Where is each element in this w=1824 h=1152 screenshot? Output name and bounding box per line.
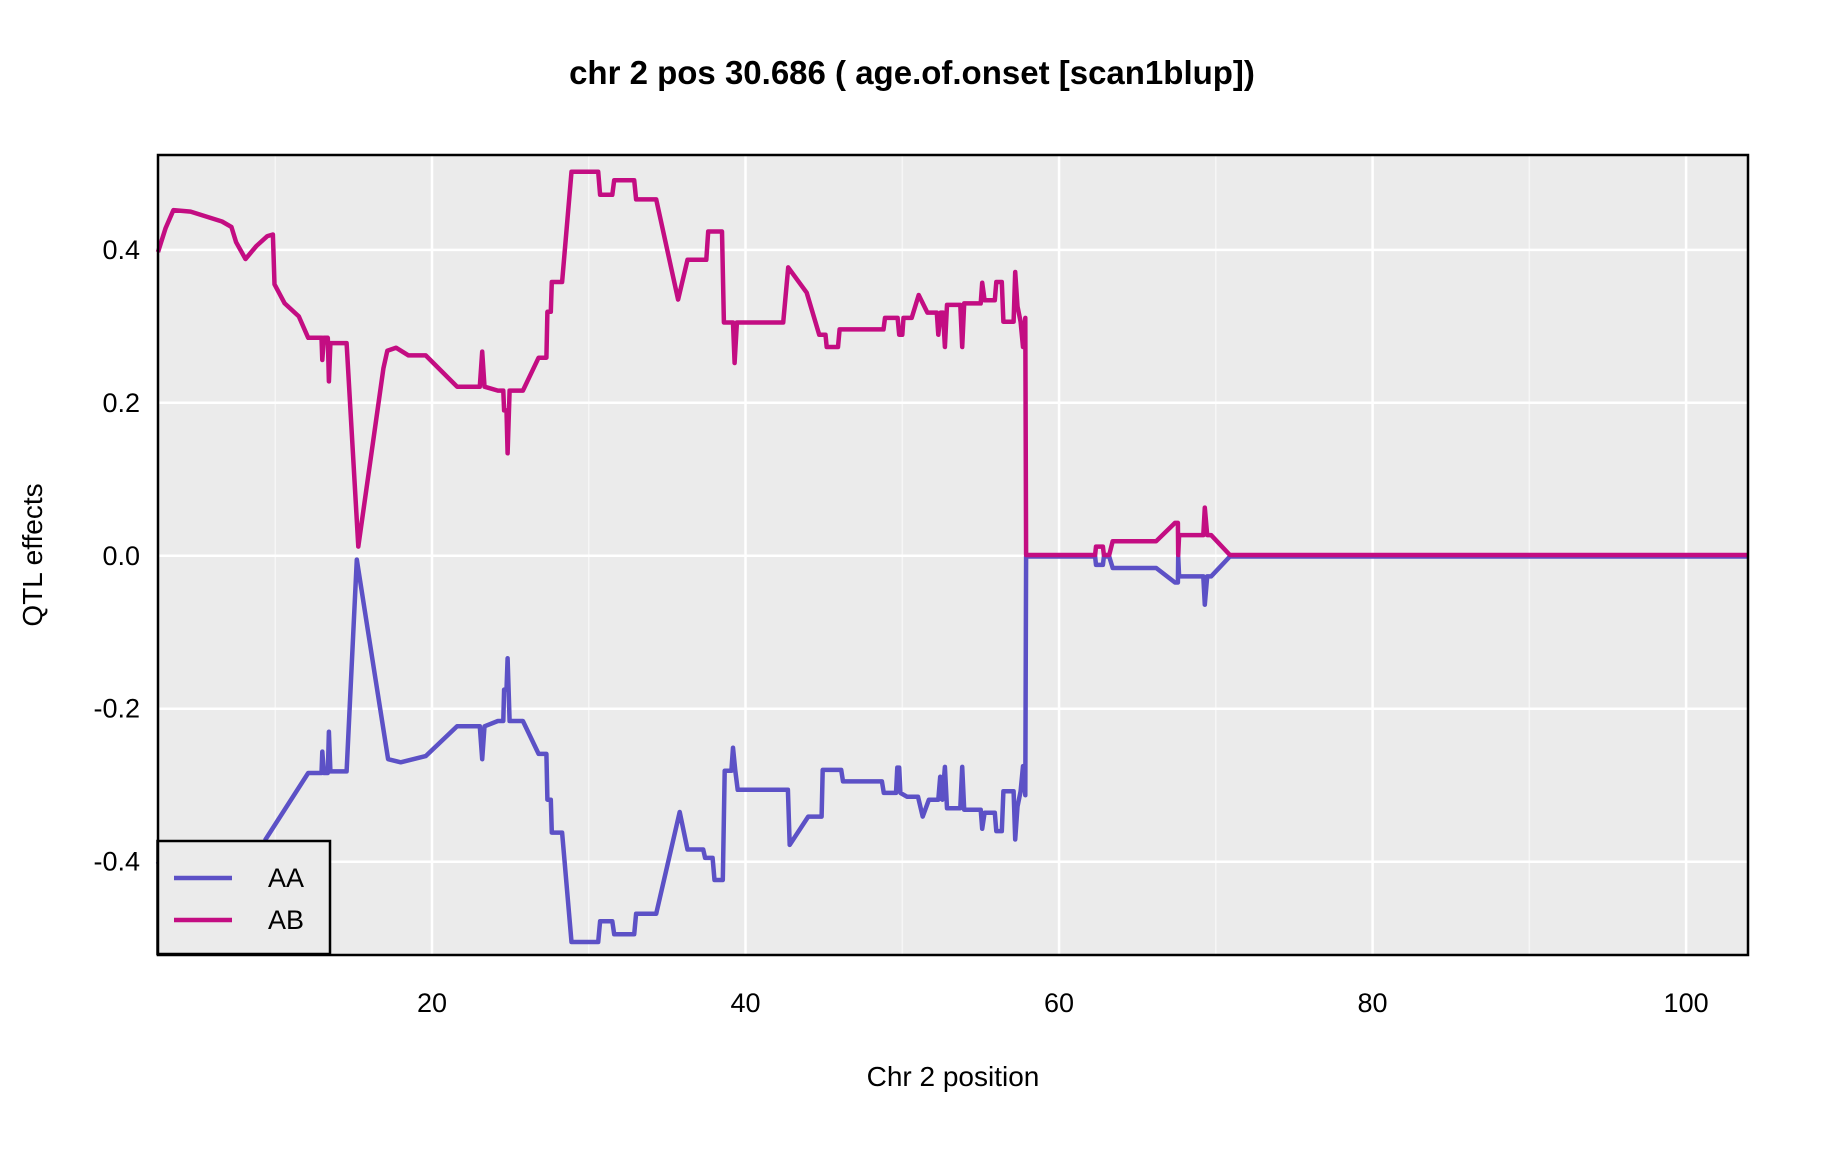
legend-box [156, 839, 332, 956]
legend-label-AB: AB [268, 905, 304, 935]
x-axis-tick-labels: 20 40 60 80 100 [417, 988, 1709, 1018]
series-line-AB [155, 169, 1748, 558]
y-tick-label: 0.0 [102, 541, 140, 571]
x-axis-title: Chr 2 position [867, 1061, 1040, 1092]
x-tick-label: 80 [1358, 988, 1388, 1018]
x-tick-label: 100 [1664, 988, 1709, 1018]
series-lines [155, 169, 1748, 945]
y-axis-title: QTL effects [17, 483, 48, 626]
y-tick-label: -0.4 [93, 847, 140, 877]
series-line-AA [155, 554, 1748, 945]
panel-border [156, 153, 1750, 957]
y-tick-label: 0.2 [102, 388, 140, 418]
legend: AA AB [156, 839, 332, 956]
y-tick-label: -0.2 [93, 694, 140, 724]
y-axis-tick-labels: 0.4 0.2 0.0 -0.2 -0.4 [93, 235, 140, 877]
x-tick-label: 60 [1044, 988, 1074, 1018]
x-tick-label: 20 [417, 988, 447, 1018]
x-tick-label: 40 [731, 988, 761, 1018]
chart-title: chr 2 pos 30.686 ( age.of.onset [scan1bl… [569, 54, 1255, 91]
y-tick-label: 0.4 [102, 235, 140, 265]
legend-label-AA: AA [268, 863, 304, 893]
